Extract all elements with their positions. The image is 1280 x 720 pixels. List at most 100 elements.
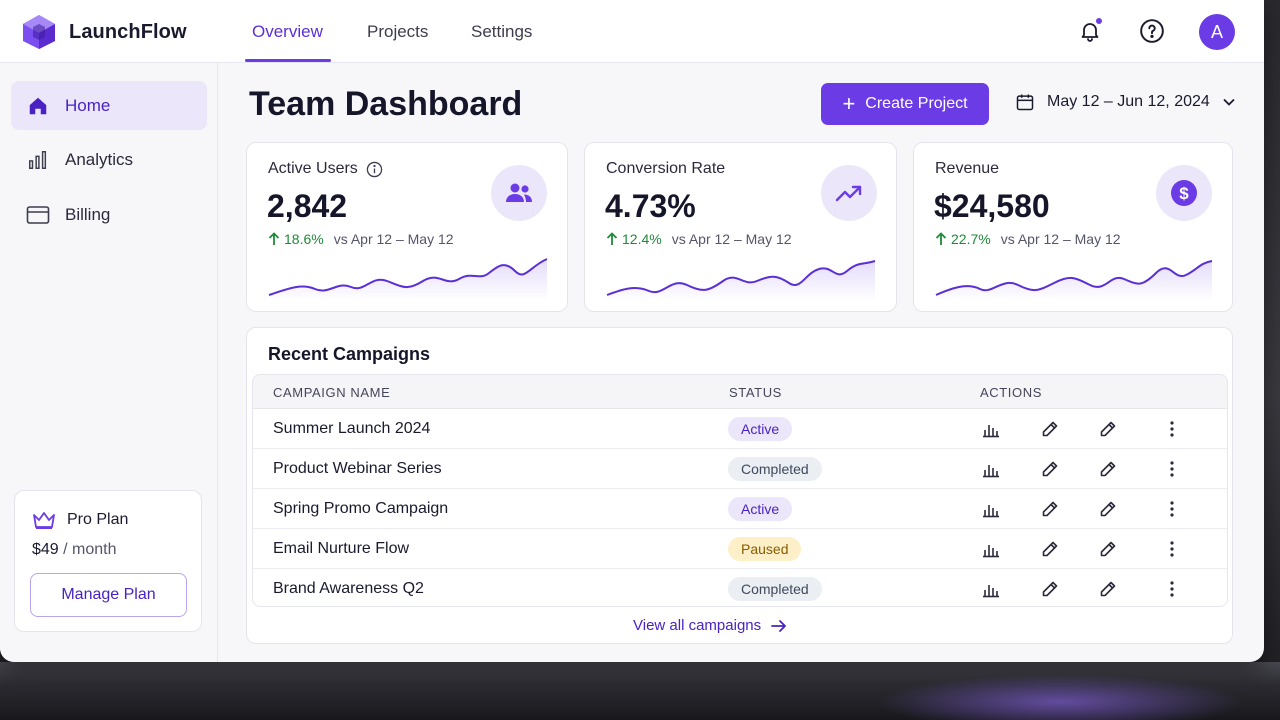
column-header-actions: ACTIONS — [980, 385, 1042, 400]
tab-settings[interactable]: Settings — [471, 22, 533, 41]
stat-card-conversion-rate: Conversion Rate 4.73% 12.4% vs Apr 12 – … — [584, 142, 897, 312]
sidebar-item-label: Home — [65, 95, 111, 115]
bar-chart-icon — [25, 148, 51, 172]
table-row[interactable]: Summer Launch 2024 Active — [253, 409, 1227, 449]
page-title: Team Dashboard — [249, 85, 523, 123]
active-tab-indicator — [245, 59, 331, 62]
table-row[interactable]: Email Nurture Flow Paused — [253, 529, 1227, 569]
sparkline-chart — [268, 258, 548, 301]
create-project-button[interactable]: + Create Project — [821, 83, 989, 125]
bar-chart-icon — [982, 540, 1000, 558]
manage-plan-button[interactable]: Manage Plan — [30, 573, 187, 617]
edit-icon — [1041, 420, 1059, 438]
more-options-button[interactable] — [1161, 498, 1183, 520]
svg-text:$: $ — [1179, 184, 1189, 203]
bar-chart-icon — [982, 420, 1000, 438]
view-all-label: View all campaigns — [633, 617, 762, 634]
status-badge: Completed — [728, 577, 822, 601]
more-vertical-icon — [1169, 460, 1175, 478]
edit-icon — [1099, 580, 1117, 598]
view-analytics-button[interactable] — [980, 538, 1002, 560]
chevron-down-icon — [1223, 98, 1235, 106]
stat-change: 22.7% — [951, 231, 991, 247]
edit-button[interactable] — [1097, 578, 1119, 600]
campaign-name[interactable]: Summer Launch 2024 — [273, 420, 431, 437]
sidebar-item-home[interactable]: Home — [11, 81, 207, 130]
sidebar-item-billing[interactable]: Billing — [11, 190, 207, 239]
campaign-name[interactable]: Product Webinar Series — [273, 460, 442, 477]
sparkline-chart — [935, 260, 1213, 301]
edit-button[interactable] — [1039, 458, 1061, 480]
more-options-button[interactable] — [1161, 538, 1183, 560]
sidebar-item-analytics[interactable]: Analytics — [11, 135, 207, 184]
edit-button[interactable] — [1097, 418, 1119, 440]
status-badge: Completed — [728, 457, 822, 481]
edit-icon — [1041, 500, 1059, 518]
arrow-up-icon — [268, 232, 280, 245]
section-title: Recent Campaigns — [268, 344, 431, 364]
table-row[interactable]: Product Webinar Series Completed — [253, 449, 1227, 489]
tab-projects[interactable]: Projects — [367, 22, 429, 41]
edit-button[interactable] — [1097, 538, 1119, 560]
view-analytics-button[interactable] — [980, 498, 1002, 520]
edit-icon — [1099, 500, 1117, 518]
users-icon — [491, 165, 547, 221]
tab-overview[interactable]: Overview — [252, 22, 323, 41]
app-name[interactable]: LaunchFlow — [69, 21, 187, 43]
edit-button[interactable] — [1039, 418, 1061, 440]
edit-button[interactable] — [1039, 538, 1061, 560]
edit-button[interactable] — [1097, 458, 1119, 480]
table-row[interactable]: Brand Awareness Q2 Completed — [253, 569, 1227, 606]
status-badge: Active — [728, 417, 793, 441]
column-header-status[interactable]: STATUS — [729, 385, 782, 400]
more-options-button[interactable] — [1161, 418, 1183, 440]
avatar[interactable]: A — [1199, 14, 1235, 50]
date-range-picker[interactable]: May 12 – Jun 12, 2024 — [1015, 92, 1236, 112]
view-analytics-button[interactable] — [980, 418, 1002, 440]
view-all-campaigns-link[interactable]: View all campaigns — [633, 617, 787, 634]
plan-price-period: / month — [63, 541, 117, 558]
bar-chart-icon — [982, 460, 1000, 478]
edit-icon — [1099, 420, 1117, 438]
edit-button[interactable] — [1097, 498, 1119, 520]
view-analytics-button[interactable] — [980, 578, 1002, 600]
credit-card-icon — [25, 203, 51, 227]
edit-icon — [1041, 580, 1059, 598]
stat-trend: 18.6% vs Apr 12 – May 12 — [268, 231, 454, 247]
plan-card: Pro Plan $49 / month Manage Plan — [14, 490, 202, 632]
arrow-up-icon — [935, 232, 947, 245]
stat-card-revenue: Revenue $24,580 22.7% vs Apr 12 – May 12… — [913, 142, 1233, 312]
stat-comparison: vs Apr 12 – May 12 — [333, 231, 454, 247]
more-vertical-icon — [1169, 420, 1175, 438]
status-badge: Active — [728, 497, 793, 521]
app-window: LaunchFlow Overview Projects Settings A … — [0, 14, 1264, 662]
info-icon[interactable] — [366, 161, 383, 178]
stat-comparison: vs Apr 12 – May 12 — [1000, 231, 1121, 247]
stat-trend: 12.4% vs Apr 12 – May 12 — [606, 231, 792, 247]
edit-button[interactable] — [1039, 578, 1061, 600]
more-options-button[interactable] — [1161, 578, 1183, 600]
view-analytics-button[interactable] — [980, 458, 1002, 480]
stat-label-row: Revenue — [935, 160, 999, 178]
notifications-button[interactable] — [1076, 17, 1104, 45]
campaign-name[interactable]: Spring Promo Campaign — [273, 500, 449, 517]
stat-label: Active Users — [268, 160, 358, 177]
status-badge: Paused — [728, 537, 802, 561]
campaign-name[interactable]: Brand Awareness Q2 — [273, 580, 424, 597]
crown-icon — [33, 512, 55, 529]
more-vertical-icon — [1169, 580, 1175, 598]
help-button[interactable] — [1138, 17, 1166, 45]
stat-label-row: Active Users — [268, 160, 383, 178]
column-header-name[interactable]: CAMPAIGN NAME — [273, 385, 391, 400]
date-range-label: May 12 – Jun 12, 2024 — [1047, 93, 1210, 110]
edit-button[interactable] — [1039, 498, 1061, 520]
sidebar-item-label: Analytics — [65, 149, 134, 169]
edit-icon — [1099, 460, 1117, 478]
arrow-up-icon — [606, 232, 618, 245]
sidebar-item-label: Billing — [65, 204, 111, 224]
table-header: CAMPAIGN NAME STATUS ACTIONS — [253, 375, 1227, 409]
stat-label: Conversion Rate — [606, 160, 726, 177]
table-row[interactable]: Spring Promo Campaign Active — [253, 489, 1227, 529]
campaign-name[interactable]: Email Nurture Flow — [273, 540, 410, 557]
more-options-button[interactable] — [1161, 458, 1183, 480]
